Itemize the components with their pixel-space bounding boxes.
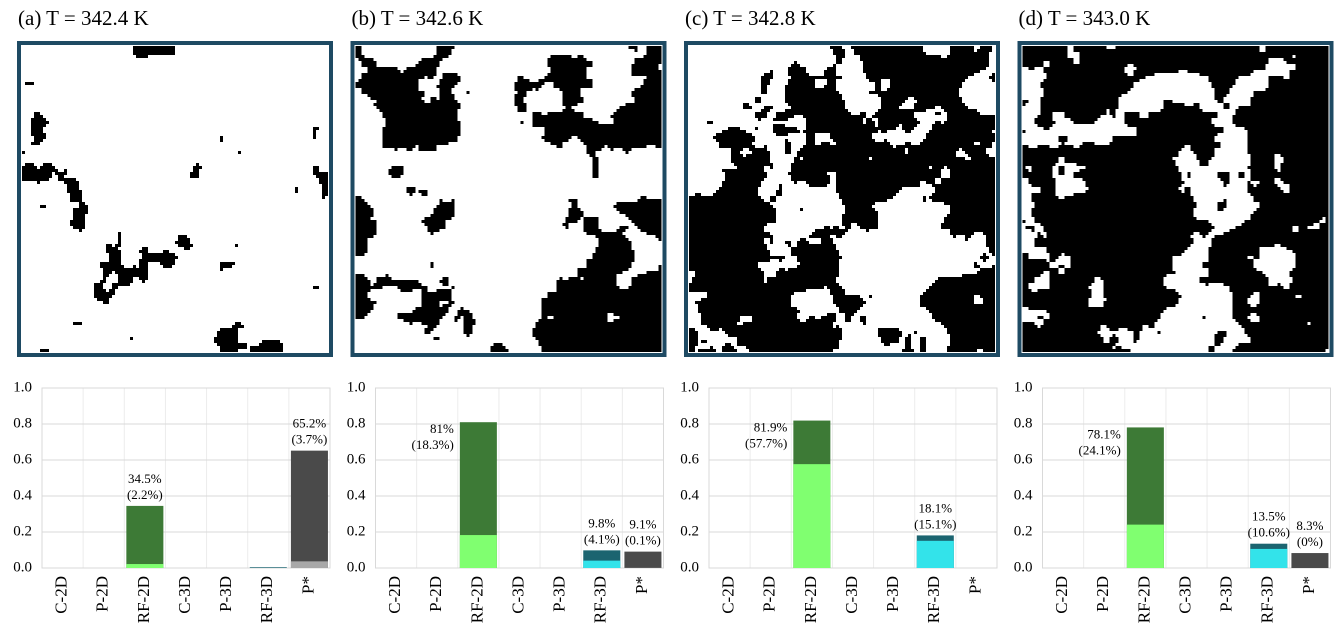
y-tick-label: 0.8: [347, 415, 366, 431]
value-label: (57.7%): [745, 436, 787, 451]
x-tick-label: P-3D: [883, 576, 902, 612]
y-tick-label: 1.0: [1014, 379, 1033, 395]
bar: [291, 451, 328, 568]
y-tick-label: 0.4: [13, 487, 32, 503]
bar: [126, 564, 163, 568]
value-label: (2.2%): [127, 487, 163, 502]
x-tick-label: P*: [1299, 576, 1318, 594]
x-tick-label: C-3D: [1175, 576, 1194, 614]
value-label: 18.1%: [918, 500, 952, 515]
x-tick-label: C-2D: [385, 576, 404, 614]
bar: [917, 541, 954, 568]
y-tick-label: 0.8: [1014, 415, 1033, 431]
value-label: (24.1%): [1079, 442, 1121, 457]
x-tick-label: RF-2D: [1134, 576, 1153, 623]
panel-title: (c) T = 342.8 K: [685, 6, 816, 30]
y-tick-label: 0.6: [13, 451, 32, 467]
x-tick-label: C-2D: [1052, 576, 1071, 614]
x-tick-label: P*: [965, 576, 984, 594]
y-tick-label: 0.4: [1014, 487, 1033, 503]
bar: [1250, 549, 1287, 568]
plot-frame: [376, 388, 664, 568]
value-label: 65.2%: [293, 416, 327, 431]
panel-title: (a) T = 342.4 K: [18, 6, 149, 30]
plot-frame: [1043, 388, 1331, 568]
x-tick-label: RF-3D: [591, 576, 610, 623]
x-tick-label: RF-2D: [801, 576, 820, 623]
value-label: (4.1%): [584, 531, 620, 546]
y-tick-label: 0.2: [680, 523, 699, 539]
bar: [1127, 525, 1164, 568]
x-tick-label: P*: [298, 576, 317, 594]
y-tick-label: 0.8: [13, 415, 32, 431]
value-label: 8.3%: [1296, 518, 1323, 533]
value-label: (0%): [1297, 534, 1323, 549]
x-tick-label: C-3D: [175, 576, 194, 614]
value-label: 13.5%: [1252, 509, 1286, 524]
x-tick-label: P-2D: [760, 576, 779, 612]
panel-title: (b) T = 342.6 K: [352, 6, 484, 30]
y-tick-label: 0.0: [13, 559, 32, 575]
y-tick-label: 0.4: [680, 487, 699, 503]
panel-title: (d) T = 343.0 K: [1019, 6, 1151, 30]
y-tick-label: 0.2: [1014, 523, 1033, 539]
value-label: (0.1%): [625, 533, 661, 548]
y-tick-label: 0.6: [1014, 451, 1033, 467]
value-label: 78.1%: [1087, 426, 1121, 441]
y-tick-label: 0.4: [347, 487, 366, 503]
value-label: 34.5%: [128, 471, 162, 486]
x-tick-label: RF-3D: [924, 576, 943, 623]
y-tick-label: 0.0: [347, 559, 366, 575]
value-label: 9.1%: [629, 517, 656, 532]
value-label: (10.6%): [1248, 525, 1290, 540]
y-tick-label: 1.0: [13, 379, 32, 395]
image-background: [22, 46, 328, 352]
y-tick-label: 1.0: [347, 379, 366, 395]
bar: [291, 561, 328, 568]
x-tick-label: C-2D: [718, 576, 737, 614]
value-label: (15.1%): [914, 516, 956, 531]
x-tick-label: P-3D: [550, 576, 569, 612]
x-tick-label: RF-3D: [1258, 576, 1277, 623]
bar: [250, 567, 287, 568]
x-tick-label: P-3D: [1217, 576, 1236, 612]
y-tick-label: 0.2: [347, 523, 366, 539]
y-tick-label: 0.6: [680, 451, 699, 467]
bar: [460, 535, 497, 568]
value-label: (3.7%): [292, 432, 328, 447]
x-tick-label: P-2D: [93, 576, 112, 612]
plot-frame: [42, 388, 330, 568]
y-tick-label: 1.0: [680, 379, 699, 395]
x-tick-label: P-2D: [426, 576, 445, 612]
bar: [793, 464, 830, 568]
x-tick-label: P*: [632, 576, 651, 594]
bar: [624, 552, 661, 568]
y-tick-label: 0.8: [680, 415, 699, 431]
x-tick-label: C-3D: [508, 576, 527, 614]
value-label: (18.3%): [412, 437, 454, 452]
x-tick-label: RF-3D: [257, 576, 276, 623]
x-tick-label: C-2D: [51, 576, 70, 614]
bar: [1291, 553, 1328, 568]
value-label: 9.8%: [588, 515, 615, 530]
y-tick-label: 0.0: [1014, 559, 1033, 575]
x-tick-label: P-3D: [216, 576, 235, 612]
x-tick-label: P-2D: [1093, 576, 1112, 612]
y-tick-label: 0.2: [13, 523, 32, 539]
page: (a) T = 342.4 K 0.0 0.2 0.4 0.6 0.8 1.0 C-2D P-2…: [0, 0, 1337, 639]
figure: (a) T = 342.4 K 0.0 0.2 0.4 0.6 0.8 1.0 C-2D P-2…: [0, 0, 1337, 639]
x-tick-label: C-3D: [842, 576, 861, 614]
bar: [126, 506, 163, 568]
y-tick-label: 0.6: [347, 451, 366, 467]
x-tick-label: RF-2D: [134, 576, 153, 623]
y-tick-label: 0.0: [680, 559, 699, 575]
x-tick-label: RF-2D: [467, 576, 486, 623]
bar: [583, 561, 620, 568]
value-label: 81.9%: [754, 420, 788, 435]
value-label: 81%: [430, 421, 454, 436]
